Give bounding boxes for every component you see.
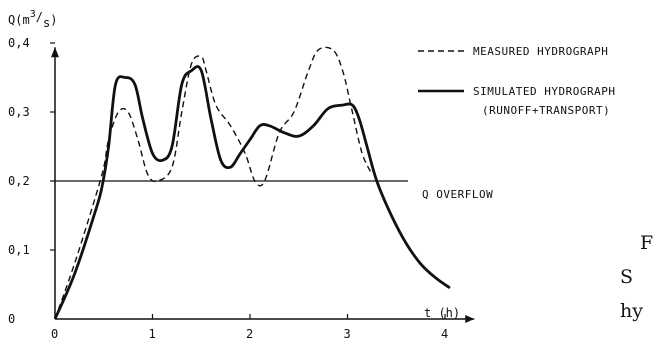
- y-tick-label: 0,3: [8, 105, 30, 119]
- y-tick-label: 0,4: [8, 36, 30, 50]
- y-axis-title-unit: s: [43, 16, 50, 30]
- x-tick-label: 2: [246, 327, 253, 341]
- x-ticks: 0 1 2 3 4: [51, 314, 448, 341]
- x-tick-label: 4: [441, 327, 448, 341]
- y-axis-title-close: ): [50, 13, 57, 27]
- legend-simulated-label: SIMULATED HYDROGRAPH: [473, 85, 615, 98]
- legend-simulated-note: (RUNOFF+TRANSPORT): [482, 104, 610, 117]
- side-text-line-2: S: [620, 266, 633, 288]
- overflow-label: Q OVERFLOW: [422, 188, 493, 201]
- y-ticks: 0 0,1 0,2 0,3 0,4: [8, 36, 55, 326]
- legend: MEASURED HYDROGRAPH SIMULATED HYDROGRAPH…: [418, 45, 615, 117]
- y-tick-label: 0: [8, 312, 15, 326]
- svg-text:Q(m3/s): Q(m3/s): [8, 9, 57, 30]
- legend-measured-label: MEASURED HYDROGRAPH: [473, 45, 608, 58]
- y-axis-arrowhead: [51, 47, 59, 58]
- side-text-line-3: hy: [620, 300, 643, 322]
- y-axis-title-main: Q(m: [8, 13, 30, 27]
- x-tick-label: 3: [344, 327, 351, 341]
- x-tick-label: 0: [51, 327, 58, 341]
- x-axis-arrowhead: [465, 315, 475, 323]
- y-axis-title-exponent: 3: [30, 9, 36, 20]
- simulated-series-line: [53, 65, 451, 320]
- measured-series-line: [54, 46, 373, 320]
- y-tick-label: 0,2: [8, 174, 30, 188]
- side-text-line-1: F: [640, 232, 653, 254]
- y-axis-title: Q(m3/s): [8, 9, 57, 30]
- x-tick-label: 1: [149, 327, 156, 341]
- y-axis-title-slash: /: [36, 10, 43, 24]
- axes: [51, 47, 475, 323]
- x-axis-title: t (h): [424, 306, 460, 320]
- side-text: F S hy: [620, 232, 653, 322]
- y-tick-label: 0,1: [8, 243, 30, 257]
